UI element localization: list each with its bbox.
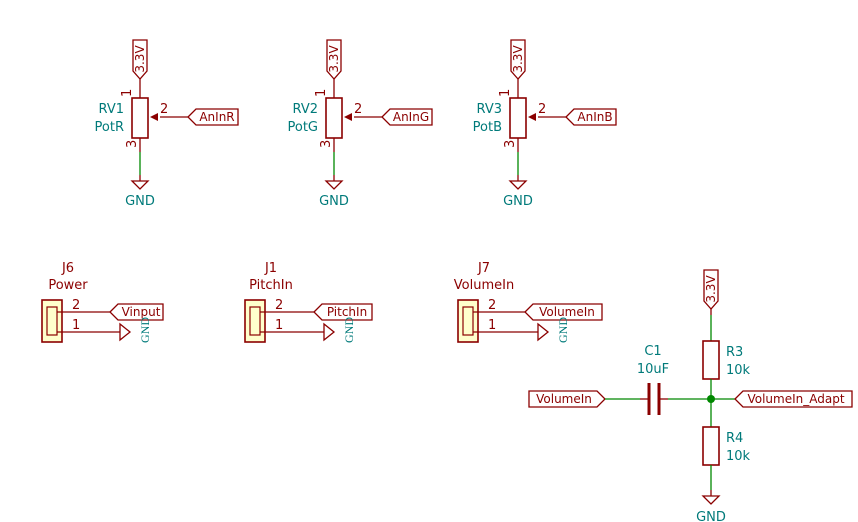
pin-number: 1	[314, 89, 329, 97]
net-label-rv1[interactable]: AnInR	[187, 108, 239, 126]
connector-j7[interactable]: J7 VolumeIn 2 1 VolumeIn	[454, 261, 603, 343]
pin-number: 1	[488, 318, 496, 333]
ground-symbol-j1	[323, 322, 336, 342]
divider-circuit[interactable]: VolumeIn C1 10uF 3.3V R3 10k	[528, 269, 853, 522]
pin-number: 2	[160, 102, 168, 117]
net-label-text: AnInB	[577, 110, 612, 124]
resistor-r3[interactable]: R3 10k	[702, 340, 751, 380]
pin-number: 1	[275, 318, 283, 333]
ground-symbol-rv3: GND	[503, 174, 533, 209]
ref-designator: J7	[477, 261, 490, 276]
power-flag-label: 3.3V	[511, 45, 525, 73]
ground-symbol-rv2: GND	[319, 174, 349, 209]
component-value: PotR	[95, 120, 124, 135]
wiper-arrow-icon	[528, 113, 536, 121]
potentiometer-rv2[interactable]: 3.3V 1 2 3 RV2 PotG AnInG GND	[287, 39, 433, 209]
pot-body	[325, 97, 343, 139]
ground-label-j6: GND	[138, 317, 152, 343]
capacitor-c1[interactable]: C1 10uF	[637, 344, 669, 415]
component-value: 10k	[726, 363, 751, 378]
net-label-text: AnInG	[393, 110, 429, 124]
wiper-arrow-icon	[150, 113, 158, 121]
ref-designator: R4	[726, 431, 743, 446]
ref-designator: R3	[726, 345, 743, 360]
ground-label: GND	[319, 194, 349, 209]
connector-body	[457, 299, 479, 343]
net-label-text: PitchIn	[327, 305, 367, 319]
net-label-text: VolumeIn_Adapt	[747, 392, 844, 406]
ground-label-j7: GND	[556, 317, 570, 343]
ground-label: GND	[125, 194, 155, 209]
ref-designator: C1	[644, 344, 661, 359]
pot-body	[131, 97, 149, 139]
pin-number: 2	[354, 102, 362, 117]
net-label-text: VolumeIn	[536, 392, 592, 406]
net-label-divider-output[interactable]: VolumeIn_Adapt	[734, 390, 853, 408]
potentiometer-rv1[interactable]: 3.3V 1 2 3 RV1 PotR AnInR GND	[95, 39, 239, 209]
net-label-j1[interactable]: PitchIn	[313, 303, 373, 321]
component-value: 10k	[726, 449, 751, 464]
net-label-text: Vinput	[122, 305, 161, 319]
pot-body	[509, 97, 527, 139]
pin-number: 1	[498, 89, 513, 97]
ref-designator: J6	[61, 261, 74, 276]
pin-number: 2	[488, 298, 496, 313]
component-value: VolumeIn	[454, 278, 514, 293]
net-label-text: VolumeIn	[539, 305, 595, 319]
ground-symbol-rv1: GND	[125, 174, 155, 209]
ground-symbol-divider: GND	[696, 489, 726, 522]
component-value: Power	[48, 278, 88, 293]
ref-designator: RV1	[99, 102, 125, 117]
power-flag-rv2: 3.3V	[326, 39, 342, 86]
ground-label: GND	[696, 510, 726, 522]
power-flag-label: 3.3V	[327, 45, 341, 73]
pin-number: 2	[275, 298, 283, 313]
ref-designator: RV2	[293, 102, 319, 117]
ref-designator: RV3	[477, 102, 503, 117]
pin-number: 3	[319, 140, 334, 148]
power-flag-label: 3.3V	[133, 45, 147, 73]
power-flag-rv3: 3.3V	[510, 39, 526, 86]
net-label-rv2[interactable]: AnInG	[381, 108, 433, 126]
pin-number: 1	[120, 89, 135, 97]
ref-designator: J1	[264, 261, 277, 276]
net-label-j6[interactable]: Vinput	[109, 303, 164, 321]
potentiometer-rv3[interactable]: 3.3V 1 2 3 RV3 PotB AnInB GND	[473, 39, 617, 209]
pin-number: 2	[72, 298, 80, 313]
pin-number: 3	[503, 140, 518, 148]
connector-body	[244, 299, 266, 343]
connector-body	[41, 299, 63, 343]
connector-j6[interactable]: J6 Power 2 1 Vinput	[41, 261, 164, 343]
net-label-divider-input[interactable]: VolumeIn	[528, 390, 606, 408]
connector-j1[interactable]: J1 PitchIn 2 1 PitchIn	[244, 261, 373, 343]
power-flag-rv1: 3.3V	[132, 39, 148, 86]
ground-symbol-j7	[537, 322, 550, 342]
power-flag-label: 3.3V	[704, 275, 718, 303]
wiper-arrow-icon	[344, 113, 352, 121]
net-label-j7[interactable]: VolumeIn	[524, 303, 603, 321]
net-label-rv3[interactable]: AnInB	[565, 108, 617, 126]
ground-label: GND	[503, 194, 533, 209]
ground-symbol-j6	[119, 322, 132, 342]
component-value: 10uF	[637, 362, 669, 377]
component-value: PotG	[287, 120, 318, 135]
pin-number: 3	[125, 140, 140, 148]
component-value: PotB	[473, 120, 502, 135]
resistor-r4[interactable]: R4 10k	[702, 426, 751, 466]
component-value: PitchIn	[249, 278, 293, 293]
net-label-text: AnInR	[199, 110, 234, 124]
power-flag-divider: 3.3V	[703, 269, 719, 316]
ground-label-j1: GND	[342, 317, 356, 343]
pin-number: 1	[72, 318, 80, 333]
pin-number: 2	[538, 102, 546, 117]
